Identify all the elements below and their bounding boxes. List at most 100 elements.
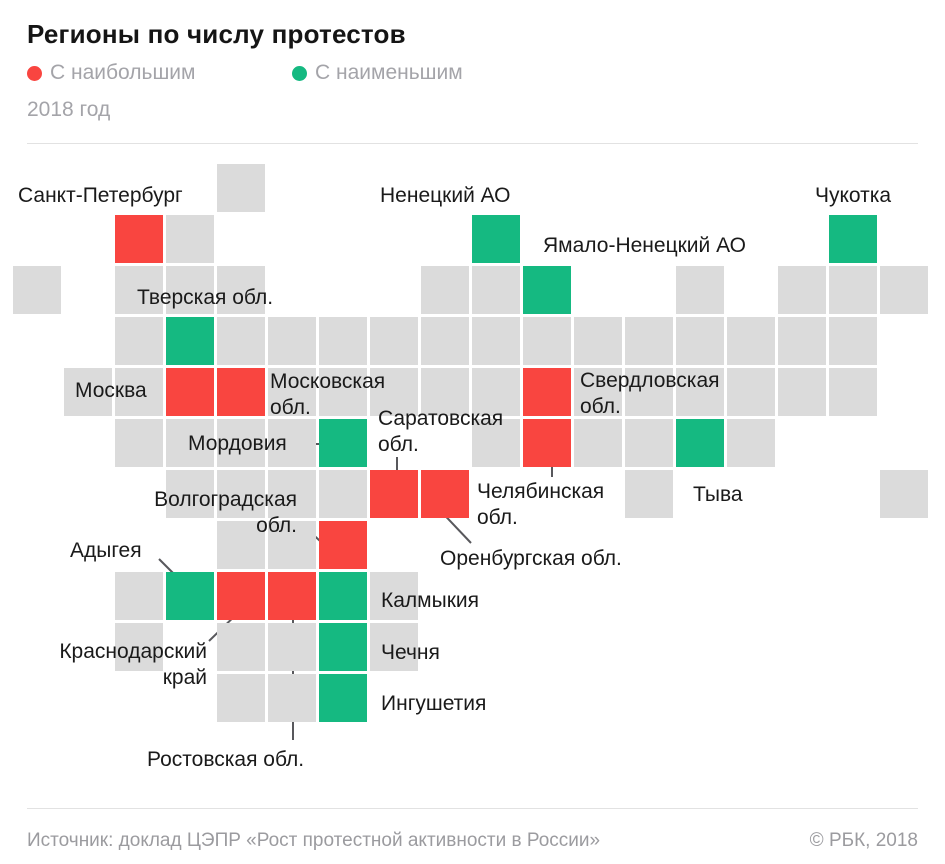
region-tile-5-8 bbox=[268, 572, 316, 620]
region-tile-13-3 bbox=[676, 317, 724, 365]
region-label-adygeya: Адыгея bbox=[70, 539, 142, 562]
region-tile-4-0 bbox=[217, 164, 265, 212]
region-label-saratovskaya: Саратовская обл. bbox=[378, 407, 504, 456]
region-tile-11-3 bbox=[574, 317, 622, 365]
region-tile-3-2 bbox=[166, 266, 214, 314]
legend-dot-most-icon bbox=[27, 65, 42, 81]
region-label-sverdlovskaya: Свердловская обл. bbox=[580, 369, 720, 418]
region-tile-5-10 bbox=[268, 674, 316, 722]
region-tile-6-7 bbox=[319, 521, 367, 569]
region-tile-3-1 bbox=[166, 215, 214, 263]
region-tile-7-3 bbox=[370, 317, 418, 365]
region-tile-10-4 bbox=[523, 368, 571, 416]
region-tile-9-1 bbox=[472, 215, 520, 263]
region-tile-0-2 bbox=[13, 266, 61, 314]
region-label-rostovskaya: Ростовская обл. bbox=[147, 748, 305, 771]
region-tile-3-3 bbox=[166, 317, 214, 365]
legend-label-least: С наименьшим bbox=[315, 61, 463, 84]
region-tile-6-4 bbox=[319, 368, 367, 416]
region-tile-4-7 bbox=[217, 521, 265, 569]
region-tile-4-9 bbox=[217, 623, 265, 671]
footer-divider bbox=[27, 808, 918, 809]
region-tile-17-6 bbox=[880, 470, 928, 518]
region-label-kalmykia: Калмыкия bbox=[381, 589, 479, 612]
region-tile-6-8 bbox=[319, 572, 367, 620]
region-tile-6-3 bbox=[319, 317, 367, 365]
region-tile-3-5 bbox=[166, 419, 214, 467]
region-tile-2-4 bbox=[115, 368, 163, 416]
legend-label-most: С наибольшим bbox=[50, 61, 196, 84]
region-label-moskva: Москва bbox=[75, 379, 147, 402]
region-tile-3-8 bbox=[166, 572, 214, 620]
legend-item-least: С наименьшим bbox=[292, 61, 463, 85]
region-tile-2-3 bbox=[115, 317, 163, 365]
region-tile-4-3 bbox=[217, 317, 265, 365]
region-label-moskovskaya: Московская обл. bbox=[270, 370, 386, 419]
region-tile-7-8 bbox=[370, 572, 418, 620]
legend-dot-least-icon bbox=[292, 65, 307, 81]
region-label-mordovia: Мордовия bbox=[188, 432, 287, 455]
region-tile-3-6 bbox=[166, 470, 214, 518]
region-tile-5-7 bbox=[268, 521, 316, 569]
region-tile-13-4 bbox=[676, 368, 724, 416]
region-tile-15-2 bbox=[778, 266, 826, 314]
region-tile-4-6 bbox=[217, 470, 265, 518]
region-tile-1-4 bbox=[64, 368, 112, 416]
region-tile-2-1 bbox=[115, 215, 163, 263]
region-tile-2-5 bbox=[115, 419, 163, 467]
region-tile-4-10 bbox=[217, 674, 265, 722]
region-tile-5-9 bbox=[268, 623, 316, 671]
region-label-sankt-peterburg: Санкт-Петербург bbox=[18, 184, 183, 207]
page-title: Регионы по числу протестов bbox=[27, 19, 406, 49]
region-tile-12-4 bbox=[625, 368, 673, 416]
region-tile-2-9 bbox=[115, 623, 163, 671]
region-tile-8-6 bbox=[421, 470, 469, 518]
region-tile-3-4 bbox=[166, 368, 214, 416]
region-tile-13-2 bbox=[676, 266, 724, 314]
region-tile-16-4 bbox=[829, 368, 877, 416]
source-text: Источник: доклад ЦЭПР «Рост протестной а… bbox=[27, 830, 601, 851]
region-tile-5-4 bbox=[268, 368, 316, 416]
region-tile-6-6 bbox=[319, 470, 367, 518]
subtitle-year: 2018 год bbox=[27, 98, 111, 121]
region-label-orenburgskaya: Оренбургская обл. bbox=[440, 547, 622, 570]
region-tile-10-2 bbox=[523, 266, 571, 314]
region-tile-17-2 bbox=[880, 266, 928, 314]
region-tile-14-3 bbox=[727, 317, 775, 365]
region-tile-6-10 bbox=[319, 674, 367, 722]
region-tile-9-4 bbox=[472, 368, 520, 416]
region-label-krasnodarsky: Краснодарский край bbox=[59, 640, 207, 689]
region-tile-15-4 bbox=[778, 368, 826, 416]
region-tile-11-4 bbox=[574, 368, 622, 416]
region-tile-14-4 bbox=[727, 368, 775, 416]
region-tile-2-2 bbox=[115, 266, 163, 314]
region-label-nenetsky-ao: Ненецкий АО bbox=[380, 184, 511, 207]
region-label-chukotka: Чукотка bbox=[815, 184, 892, 207]
region-tile-7-4 bbox=[370, 368, 418, 416]
legend-item-most: С наибольшим bbox=[27, 61, 195, 85]
region-tile-9-2 bbox=[472, 266, 520, 314]
region-label-ingushetia: Ингушетия bbox=[381, 692, 487, 715]
region-tile-5-6 bbox=[268, 470, 316, 518]
region-tile-10-3 bbox=[523, 317, 571, 365]
region-tile-10-5 bbox=[523, 419, 571, 467]
region-tile-6-9 bbox=[319, 623, 367, 671]
region-tile-2-8 bbox=[115, 572, 163, 620]
region-tile-6-5 bbox=[319, 419, 367, 467]
region-tile-14-5 bbox=[727, 419, 775, 467]
region-tile-7-9 bbox=[370, 623, 418, 671]
region-tile-12-3 bbox=[625, 317, 673, 365]
region-tile-13-5 bbox=[676, 419, 724, 467]
region-tile-4-4 bbox=[217, 368, 265, 416]
region-label-yamalo-nenetsky: Ямало-Ненецкий АО bbox=[543, 234, 746, 257]
region-tile-9-3 bbox=[472, 317, 520, 365]
region-tile-5-5 bbox=[268, 419, 316, 467]
region-tile-12-6 bbox=[625, 470, 673, 518]
region-label-tyva: Тыва bbox=[693, 483, 743, 506]
region-tile-12-5 bbox=[625, 419, 673, 467]
region-tile-9-5 bbox=[472, 419, 520, 467]
region-tile-4-5 bbox=[217, 419, 265, 467]
region-label-volgogradskaya: Волгоградская обл. bbox=[154, 488, 297, 537]
region-tile-15-3 bbox=[778, 317, 826, 365]
